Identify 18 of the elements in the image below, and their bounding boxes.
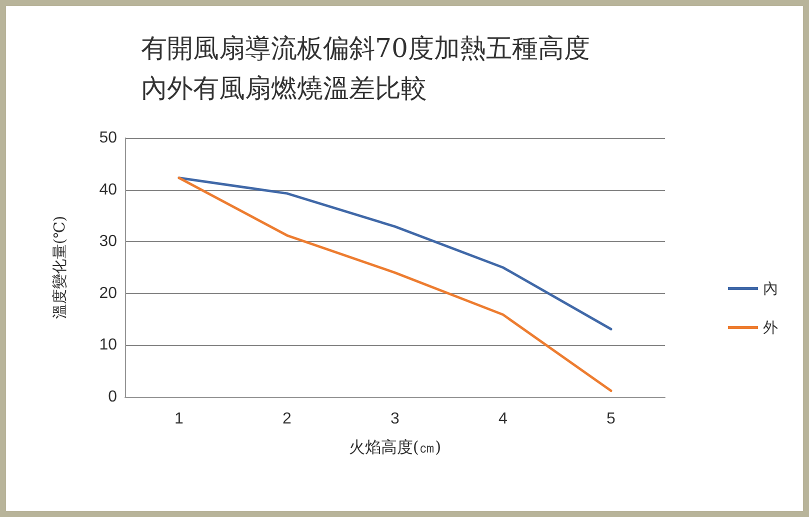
y-tick-label: 50: [99, 130, 118, 146]
x-tick-label: 1: [174, 410, 184, 428]
y-tick-label: 40: [99, 181, 118, 198]
y-tick-label: 30: [99, 233, 118, 250]
y-tick-label: 0: [108, 388, 118, 406]
y-tick-label: 10: [99, 336, 118, 354]
x-axis-title: 火焰高度(㎝): [348, 438, 442, 456]
legend-label: 內: [763, 280, 778, 298]
y-axis-title: 溫度變化量(℃): [50, 216, 68, 320]
x-tick-label: 2: [282, 410, 292, 428]
line-series: [178, 176, 612, 392]
legend-label: 外: [763, 318, 778, 336]
chart-title: 有開風扇導流板偏斜70度加熱五種高度內外有風扇燃燒溫差比較: [141, 34, 590, 104]
x-tick-label: 3: [390, 410, 400, 428]
x-tick-label: 5: [606, 410, 616, 428]
x-tick-label: 4: [498, 410, 508, 428]
y-tick-label: 20: [99, 284, 118, 302]
line-series: [178, 176, 612, 330]
